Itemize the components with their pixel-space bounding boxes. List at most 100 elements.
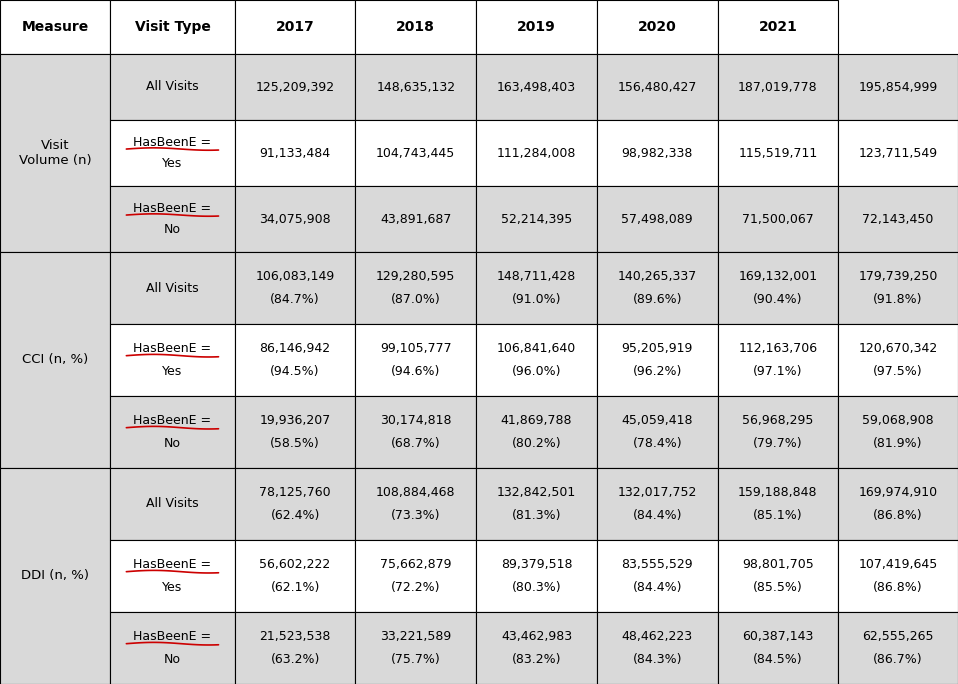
Text: (94.6%): (94.6%) — [391, 365, 441, 378]
Bar — [597, 396, 718, 468]
Text: 30,174,818: 30,174,818 — [380, 415, 451, 428]
Text: 159,188,848: 159,188,848 — [739, 486, 817, 499]
Text: 169,974,910: 169,974,910 — [858, 486, 938, 499]
Text: 106,083,149: 106,083,149 — [256, 270, 334, 283]
Bar — [0, 468, 110, 684]
Bar — [718, 252, 838, 324]
Text: Yes: Yes — [162, 365, 183, 378]
Bar — [355, 186, 476, 252]
Bar — [476, 324, 597, 396]
Text: 60,387,143: 60,387,143 — [742, 631, 813, 644]
Bar — [718, 540, 838, 612]
Bar — [0, 252, 110, 468]
Bar — [355, 468, 476, 540]
Text: 169,132,001: 169,132,001 — [739, 270, 817, 283]
Bar — [718, 0, 838, 54]
Text: 56,602,222: 56,602,222 — [260, 558, 331, 571]
Text: 71,500,067: 71,500,067 — [742, 213, 813, 226]
Bar — [355, 120, 476, 186]
Text: 98,982,338: 98,982,338 — [622, 146, 693, 159]
Bar — [838, 468, 958, 540]
Text: 98,801,705: 98,801,705 — [742, 558, 813, 571]
Text: HasBeenE =: HasBeenE = — [133, 342, 212, 356]
Bar — [718, 54, 838, 120]
Bar — [838, 612, 958, 684]
Bar — [235, 120, 355, 186]
Text: 2019: 2019 — [517, 20, 556, 34]
Text: HasBeenE =: HasBeenE = — [133, 136, 212, 149]
Bar — [355, 324, 476, 396]
Text: DDI (n, %): DDI (n, %) — [21, 570, 89, 583]
Bar — [597, 0, 718, 54]
Text: 112,163,706: 112,163,706 — [739, 342, 817, 356]
Text: CCI (n, %): CCI (n, %) — [22, 354, 88, 367]
Text: (80.2%): (80.2%) — [512, 437, 561, 450]
Text: 33,221,589: 33,221,589 — [380, 631, 451, 644]
Text: 62,555,265: 62,555,265 — [862, 631, 934, 644]
Text: (84.5%): (84.5%) — [753, 653, 803, 666]
Text: 91,133,484: 91,133,484 — [260, 146, 331, 159]
Text: (80.3%): (80.3%) — [512, 581, 561, 594]
Text: (62.4%): (62.4%) — [270, 510, 320, 523]
Text: (62.1%): (62.1%) — [270, 581, 320, 594]
Text: 56,968,295: 56,968,295 — [742, 415, 813, 428]
Bar — [110, 396, 235, 468]
Text: Visit Type: Visit Type — [134, 20, 211, 34]
Bar — [838, 54, 958, 120]
Text: 156,480,427: 156,480,427 — [618, 81, 696, 94]
Text: HasBeenE =: HasBeenE = — [133, 202, 212, 215]
Bar — [110, 612, 235, 684]
Text: HasBeenE =: HasBeenE = — [133, 558, 212, 571]
Bar — [597, 540, 718, 612]
Text: (78.4%): (78.4%) — [632, 437, 682, 450]
Text: (85.1%): (85.1%) — [753, 510, 803, 523]
Text: 2021: 2021 — [759, 20, 797, 34]
Bar — [838, 396, 958, 468]
Text: 129,280,595: 129,280,595 — [376, 270, 455, 283]
Text: Measure: Measure — [21, 20, 89, 34]
Text: 111,284,008: 111,284,008 — [497, 146, 576, 159]
Text: HasBeenE =: HasBeenE = — [133, 415, 212, 428]
Bar — [476, 186, 597, 252]
Text: (84.3%): (84.3%) — [632, 653, 682, 666]
Bar — [235, 324, 355, 396]
Text: 41,869,788: 41,869,788 — [501, 415, 572, 428]
Bar — [476, 54, 597, 120]
Bar — [355, 396, 476, 468]
Text: 2017: 2017 — [276, 20, 314, 34]
Bar — [476, 468, 597, 540]
Bar — [235, 612, 355, 684]
Bar — [597, 468, 718, 540]
Bar — [597, 54, 718, 120]
Bar — [355, 54, 476, 120]
Text: (84.7%): (84.7%) — [270, 293, 320, 306]
Bar — [355, 612, 476, 684]
Text: (91.0%): (91.0%) — [512, 293, 561, 306]
Bar — [0, 0, 110, 54]
Text: (81.3%): (81.3%) — [512, 510, 561, 523]
Bar — [476, 396, 597, 468]
Text: (83.2%): (83.2%) — [512, 653, 561, 666]
Text: 43,462,983: 43,462,983 — [501, 631, 572, 644]
Text: HasBeenE =: HasBeenE = — [133, 631, 212, 644]
Text: (86.8%): (86.8%) — [874, 510, 923, 523]
Bar — [718, 324, 838, 396]
Bar — [718, 120, 838, 186]
Text: 115,519,711: 115,519,711 — [739, 146, 817, 159]
Text: 59,068,908: 59,068,908 — [862, 415, 934, 428]
Bar — [110, 0, 235, 54]
Text: (96.0%): (96.0%) — [512, 365, 561, 378]
Text: 104,743,445: 104,743,445 — [376, 146, 455, 159]
Bar — [838, 540, 958, 612]
Text: Yes: Yes — [162, 581, 183, 594]
Text: Yes: Yes — [162, 157, 183, 170]
Text: 2020: 2020 — [638, 20, 676, 34]
Bar — [718, 612, 838, 684]
Text: 132,842,501: 132,842,501 — [497, 486, 576, 499]
Text: 179,739,250: 179,739,250 — [858, 270, 938, 283]
Text: 163,498,403: 163,498,403 — [497, 81, 576, 94]
Text: No: No — [164, 224, 181, 237]
Text: 21,523,538: 21,523,538 — [260, 631, 331, 644]
Bar — [718, 396, 838, 468]
Bar — [476, 252, 597, 324]
